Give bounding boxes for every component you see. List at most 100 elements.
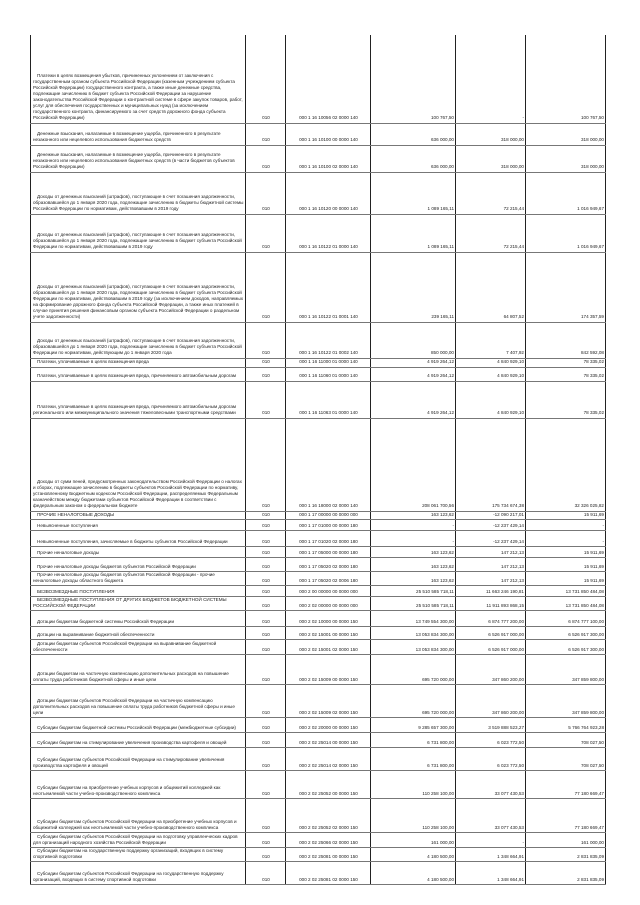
table-row: Доходы от сумм пеней, предусмотренных за… — [30, 418, 606, 512]
budget-classification-code: 000 2 02 25081 00 0000 150 — [285, 847, 371, 863]
executed-amount: 4 840 929,10 — [455, 358, 526, 368]
approved-amount: 13 053 834 300,00 — [370, 626, 456, 640]
unexecuted-amount: 32 326 025,82 — [525, 418, 606, 512]
line-code: 010 — [245, 145, 286, 173]
budget-classification-code: 000 1 17 01000 00 0000 180 — [285, 519, 371, 531]
executed-amount: 318 000,00 — [455, 145, 526, 173]
row-description: Доходы от сумм пеней, предусмотренных за… — [30, 418, 246, 512]
approved-amount: 4 919 264,12 — [370, 358, 456, 368]
table-row: Доходы от денежных взысканий (штрафов), … — [30, 252, 606, 323]
approved-amount: 1 089 165,11 — [370, 172, 456, 215]
line-code: 010 — [245, 511, 286, 520]
approved-amount: 636 000,00 — [370, 145, 456, 173]
unexecuted-amount: 174 357,59 — [525, 252, 606, 323]
budget-classification-code: 000 2 02 20000 00 0000 150 — [285, 717, 371, 733]
table-row: Субсидии бюджетам на стимулирование увел… — [30, 732, 606, 748]
unexecuted-amount: 77 180 669,47 — [525, 770, 606, 799]
table-row: Невыясненные поступления, зачисляемые в … — [30, 530, 606, 547]
executed-amount: 147 212,13 — [455, 557, 526, 572]
budget-classification-code: 000 1 17 05020 02 0006 180 — [285, 571, 371, 586]
approved-amount: 4 180 500,00 — [370, 861, 456, 886]
budget-classification-code: 000 2 02 25014 00 0000 150 — [285, 732, 371, 748]
executed-amount: 7 407,92 — [455, 322, 526, 359]
approved-amount: 25 510 585 718,11 — [370, 596, 456, 611]
executed-amount: 33 077 430,53 — [455, 770, 526, 799]
row-description: Доходы от денежных взысканий (штрафов), … — [30, 214, 246, 253]
table-row: Субсидии бюджетам на государственную под… — [30, 847, 606, 863]
unexecuted-amount: 708 027,50 — [525, 747, 606, 771]
executed-amount: -12 090 217,01 — [455, 511, 526, 520]
approved-amount: 695 720 000,00 — [370, 684, 456, 718]
budget-classification-code: 000 1 16 10056 02 0000 140 — [285, 35, 371, 124]
approved-amount: 4 180 500,00 — [370, 847, 456, 863]
table-row: Платежи, уплачиваемые в целях возмещения… — [30, 367, 606, 382]
unexecuted-amount: 842 592,08 — [525, 322, 606, 359]
row-description: Невыясненные поступления — [30, 519, 246, 531]
budget-classification-code: 000 1 16 11060 01 0000 140 — [285, 367, 371, 382]
table-row: Субсидии бюджетам субъектов Российской Ф… — [30, 747, 606, 771]
line-code: 010 — [245, 596, 286, 611]
executed-amount: 147 212,13 — [455, 571, 526, 586]
budget-revenue-table: Платежи в целях возмещения убытков, прич… — [30, 35, 606, 886]
budget-classification-code: 000 2 02 15009 02 0000 150 — [285, 684, 371, 718]
line-code: 010 — [245, 626, 286, 640]
row-description: Субсидии бюджетам на государственную под… — [30, 847, 246, 863]
table-row: Доходы от денежных взысканий (штрафов), … — [30, 322, 606, 359]
executed-amount: 347 860 200,00 — [455, 654, 526, 685]
budget-classification-code: 000 1 17 05000 00 0000 180 — [285, 546, 371, 558]
table-row: Субсидии бюджетам на приобретение учебны… — [30, 770, 606, 799]
executed-amount: 33 077 430,53 — [455, 798, 526, 833]
unexecuted-amount: - — [525, 519, 606, 531]
budget-classification-code: 000 1 16 11000 01 0000 140 — [285, 358, 371, 368]
executed-amount: 11 663 246 190,81 — [455, 585, 526, 597]
row-description: Дотации бюджетам на частичную компенсаци… — [30, 654, 246, 685]
budget-classification-code: 000 1 17 01020 02 0000 180 — [285, 530, 371, 547]
budget-classification-code: 000 2 02 25081 02 0000 150 — [285, 861, 371, 886]
budget-classification-code: 000 1 16 10100 02 0000 140 — [285, 145, 371, 173]
budget-classification-code: 000 1 16 10122 01 0001 140 — [285, 252, 371, 323]
line-code: 010 — [245, 847, 286, 863]
table-row: Невыясненные поступления 010 000 1 17 0100… — [30, 519, 606, 531]
row-description: Доходы от денежных взысканий (штрафов), … — [30, 172, 246, 215]
executed-amount: -12 237 429,14 — [455, 519, 526, 531]
line-code: 010 — [245, 832, 286, 848]
executed-amount: 4 840 929,10 — [455, 381, 526, 419]
approved-amount: 161 000,00 — [370, 832, 456, 848]
table-row: Платежи, уплачиваемые в целях возмещения… — [30, 358, 606, 368]
table-row: БЕЗВОЗМЕЗДНЫЕ ПОСТУПЛЕНИЯ 010 000 2 00 000… — [30, 585, 606, 597]
row-description: БЕЗВОЗМЕЗДНЫЕ ПОСТУПЛЕНИЯ ОТ ДРУГИХ БЮДЖ… — [30, 596, 246, 611]
row-description: Доходы от денежных взысканий (штрафов), … — [30, 252, 246, 323]
line-code: 010 — [245, 35, 286, 124]
row-description: Платежи в целях возмещения убытков, прич… — [30, 35, 246, 124]
row-description: Субсидии бюджетам субъектов Российской Ф… — [30, 747, 246, 771]
approved-amount: 9 285 657 300,00 — [370, 717, 456, 733]
approved-amount: 6 731 800,00 — [370, 747, 456, 771]
approved-amount: 1 089 165,11 — [370, 214, 456, 253]
table-row: Прочие неналоговые доходы бюджетов субъе… — [30, 571, 606, 586]
unexecuted-amount: 78 335,02 — [525, 367, 606, 382]
approved-amount: 13 749 554 300,00 — [370, 610, 456, 627]
line-code: 010 — [245, 519, 286, 531]
table-row: ПРОЧИЕ НЕНАЛОГОВЫЕ ДОХОДЫ 010 000 1 17 000… — [30, 511, 606, 520]
table-row: Доходы от денежных взысканий (штрафов), … — [30, 214, 606, 253]
unexecuted-amount: 6 526 917 300,00 — [525, 626, 606, 640]
budget-classification-code: 000 2 00 00000 00 0000 000 — [285, 585, 371, 597]
line-code: 010 — [245, 172, 286, 215]
unexecuted-amount: 708 027,50 — [525, 732, 606, 748]
budget-classification-code: 000 1 16 10122 01 0000 140 — [285, 214, 371, 253]
row-description: Платежи, уплачиваемые в целях возмещения… — [30, 367, 246, 382]
approved-amount: 4 919 264,12 — [370, 381, 456, 419]
line-code: 010 — [245, 861, 286, 886]
unexecuted-amount: 77 180 669,47 — [525, 798, 606, 833]
row-description: Невыясненные поступления, зачисляемые в … — [30, 530, 246, 547]
executed-amount: - — [455, 35, 526, 124]
executed-amount: 72 215,44 — [455, 172, 526, 215]
table-row: Субсидии бюджетам субъектов Российской Ф… — [30, 832, 606, 848]
table-row: БЕЗВОЗМЕЗДНЫЕ ПОСТУПЛЕНИЯ ОТ ДРУГИХ БЮДЖ… — [30, 596, 606, 611]
executed-amount: -12 237 429,14 — [455, 530, 526, 547]
row-description: Субсидии бюджетам субъектов Российской Ф… — [30, 832, 246, 848]
budget-classification-code: 000 2 02 25052 02 0000 150 — [285, 798, 371, 833]
approved-amount: 163 123,62 — [370, 571, 456, 586]
line-code: 010 — [245, 252, 286, 323]
line-code: 010 — [245, 684, 286, 718]
